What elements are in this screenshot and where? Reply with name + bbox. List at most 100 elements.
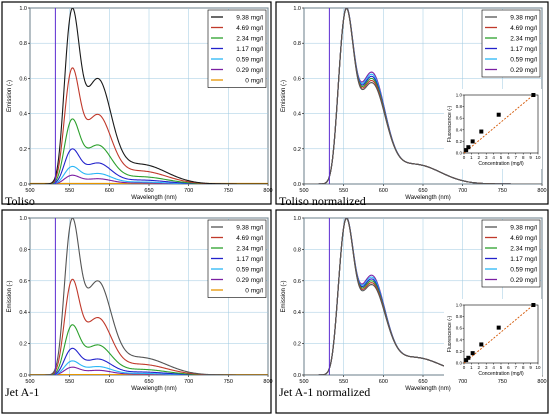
y-tick-label: 0.6 <box>19 76 27 82</box>
legend-entry: 0.59 mg/l <box>510 56 537 63</box>
inset-x-axis-label: Concentration (mg/l) <box>478 371 524 377</box>
y-tick-label: 0.8 <box>293 41 301 47</box>
inset-data-point <box>479 129 484 134</box>
y-tick-label: 0.0 <box>293 373 301 379</box>
x-tick-label: 700 <box>184 379 193 385</box>
x-tick-label: 550 <box>339 188 348 194</box>
x-tick-label: 550 <box>339 379 348 385</box>
series-group <box>304 8 542 184</box>
legend-entry: 9.38 mg/l <box>510 14 537 21</box>
inset-x-tick-label: 10 <box>535 365 541 370</box>
inset-x-tick-label: 2 <box>478 365 481 370</box>
inset-data-point <box>479 342 484 347</box>
legend-entry: 0 mg/l <box>245 287 263 294</box>
legend-entry: 1.17 mg/l <box>236 256 263 263</box>
inset-y-axis-label: Fluorescence (-) <box>447 315 453 352</box>
inset-fit-line <box>463 304 534 364</box>
inset-x-axis-label: Concentration (mg/l) <box>478 161 524 167</box>
inset-y-tick-label: 0.2 <box>456 139 463 144</box>
series-line-9-38-mg-l <box>30 218 268 375</box>
inset-x-tick-label: 4 <box>492 155 495 160</box>
x-tick-label: 500 <box>25 188 34 194</box>
inset-x-tick-label: 2 <box>478 155 481 160</box>
inset-x-tick-label: 6 <box>507 155 510 160</box>
inset-fit-line <box>463 94 534 154</box>
legend-entry: 2.34 mg/l <box>510 35 537 42</box>
x-tick-label: 600 <box>379 379 388 385</box>
x-tick-label: 800 <box>263 188 272 194</box>
x-tick-label: 650 <box>144 188 153 194</box>
x-tick-label: 650 <box>418 188 427 194</box>
x-tick-label: 750 <box>498 188 507 194</box>
y-tick-label: 1.0 <box>293 216 301 222</box>
inset-data-point <box>531 93 536 97</box>
inset-x-tick-label: 1 <box>470 155 473 160</box>
inset-data-point <box>464 148 469 153</box>
panel-label: Jet A-1 normalized <box>279 385 370 399</box>
x-tick-label: 600 <box>379 188 388 194</box>
legend-entry: 0.59 mg/l <box>236 56 263 63</box>
x-tick-label: 600 <box>105 188 114 194</box>
series-group <box>30 8 268 184</box>
inset-x-tick-label: 5 <box>500 365 503 370</box>
x-tick-label: 550 <box>65 379 74 385</box>
inset-y-tick-label: 0.0 <box>456 151 463 156</box>
legend-entry: 0.59 mg/l <box>510 266 537 273</box>
x-tick-label: 700 <box>458 188 467 194</box>
x-axis-label: Wavelength (nm) <box>131 386 176 392</box>
inset-x-tick-label: 10 <box>535 155 541 160</box>
legend-entry: 0 mg/l <box>245 77 263 84</box>
legend-box <box>481 219 541 288</box>
legend-entry: 4.69 mg/l <box>510 25 537 32</box>
legend: 9.38 mg/l 4.69 mg/l 2.34 mg/l 1.17 mg/l 0.59… <box>481 219 541 288</box>
legend: 9.38 mg/l 4.69 mg/l 2.34 mg/l 1.17 mg/l 0.59… <box>207 219 267 298</box>
inset-x-tick-label: 5 <box>500 155 503 160</box>
y-tick-label: 1.0 <box>293 6 301 12</box>
legend: 9.38 mg/l 4.69 mg/l 2.34 mg/l 1.17 mg/l 0.59… <box>207 9 267 88</box>
y-tick-label: 1.0 <box>19 216 27 222</box>
x-tick-label: 600 <box>105 379 114 385</box>
x-tick-label: 500 <box>299 379 308 385</box>
legend-entry: 4.69 mg/l <box>236 235 263 242</box>
x-tick-label: 750 <box>498 379 507 385</box>
x-tick-label: 700 <box>458 379 467 385</box>
inset-y-tick-label: 0.4 <box>456 337 463 342</box>
x-tick-label: 550 <box>65 188 74 194</box>
inset-y-tick-label: 0.6 <box>456 326 463 331</box>
y-tick-label: 0.2 <box>293 147 301 153</box>
y-axis-label: Emission (-) <box>7 280 13 312</box>
inset-plot-area <box>463 304 539 364</box>
inset-plot-area <box>463 94 539 154</box>
inset-x-tick-label: 7 <box>515 365 518 370</box>
inset-y-tick-label: 0.8 <box>456 314 463 319</box>
legend-entry: 0.29 mg/l <box>510 67 537 74</box>
inset-data-point <box>466 145 471 150</box>
legend-entry: 2.34 mg/l <box>510 245 537 252</box>
y-tick-label: 0.4 <box>19 112 27 118</box>
y-tick-label: 0.8 <box>19 41 27 47</box>
legend-entry: 0.59 mg/l <box>236 266 263 273</box>
inset-data-point <box>466 355 471 360</box>
inset-x-tick-label: 3 <box>485 365 488 370</box>
inset-chart: 0 1 2 3 4 5 6 7 8 9 10 0.0 0.2 0.4 0.6 0.8 1.0 Concentrat… <box>444 89 542 169</box>
series-line-0-29-mg-l <box>30 174 268 184</box>
y-tick-label: 0.0 <box>19 373 27 379</box>
y-tick-label: 0.4 <box>19 310 27 316</box>
x-tick-label: 700 <box>184 188 193 194</box>
inset-data-point <box>470 139 475 144</box>
series-line-0-59-mg-l <box>30 165 268 184</box>
y-tick-label: 0.8 <box>293 247 301 253</box>
x-tick-label: 500 <box>25 379 34 385</box>
y-tick-label: 1.0 <box>19 6 27 12</box>
series-line-0-59-mg-l <box>30 360 268 375</box>
inset-y-tick-label: 0.0 <box>456 361 463 366</box>
inset-data-point <box>464 358 469 363</box>
chart-panel-3: 500 550 600 650 700 750 800 0.0 0.2 0.4 0.6 0.8 1.0 W… <box>1 209 273 414</box>
y-tick-label: 0.4 <box>293 310 301 316</box>
legend-entry: 4.69 mg/l <box>236 25 263 32</box>
x-axis-label: Wavelength (nm) <box>405 195 450 201</box>
inset-data-point <box>496 325 501 330</box>
y-axis-label: Emission (-) <box>281 280 287 312</box>
inset-y-tick-label: 0.8 <box>456 104 463 109</box>
inset-x-tick-label: 1 <box>470 365 473 370</box>
